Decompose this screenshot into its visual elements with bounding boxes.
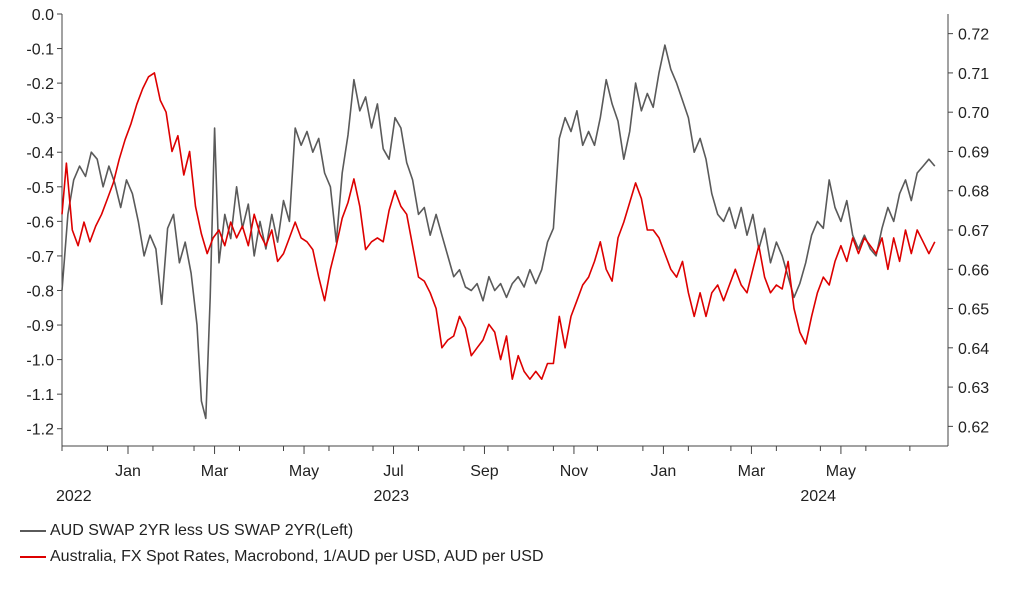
x-tick-label: May — [826, 463, 856, 480]
right-tick-label: 0.64 — [958, 341, 989, 358]
right-tick-label: 0.72 — [958, 27, 989, 44]
right-tick-label: 0.69 — [958, 144, 989, 161]
x-tick-label: Jan — [115, 463, 141, 480]
right-tick-label: 0.68 — [958, 184, 989, 201]
left-tick-label: -1.2 — [26, 422, 54, 439]
x-tick-label: Mar — [201, 463, 229, 480]
right-tick-label: 0.62 — [958, 419, 989, 436]
x-axis-ticks: Jan Mar May Jul Sep Nov Jan Mar May 2022 2023 2024 — [56, 446, 911, 505]
legend-label-swap-spread: AUD SWAP 2YR less US SWAP 2YR(Left) — [50, 522, 354, 539]
x-year-label: 2024 — [800, 488, 836, 505]
legend-item-swap-spread: AUD SWAP 2YR less US SWAP 2YR(Left) — [20, 518, 544, 544]
right-tick-label: 0.65 — [958, 302, 989, 319]
axes — [61, 14, 949, 447]
right-tick-label: 0.71 — [958, 66, 989, 83]
series — [61, 44, 936, 420]
x-tick-label: Jul — [383, 463, 403, 480]
x-year-label: 2023 — [374, 488, 410, 505]
series-line-fx-spot — [61, 72, 936, 380]
left-tick-label: -0.2 — [26, 76, 54, 93]
x-tick-label: May — [289, 463, 319, 480]
left-tick-label: -1.0 — [26, 353, 54, 370]
right-tick-label: 0.67 — [958, 223, 989, 240]
left-tick-label: -0.1 — [26, 42, 54, 59]
legend-swatch-swap-spread — [20, 530, 46, 532]
legend-swatch-fx-spot — [20, 556, 46, 558]
x-tick-label: Jan — [651, 463, 677, 480]
left-tick-label: -0.8 — [26, 283, 54, 300]
right-tick-label: 0.63 — [958, 380, 989, 397]
left-tick-label: -0.6 — [26, 214, 54, 231]
left-tick-label: -0.7 — [26, 249, 54, 266]
left-tick-label: -0.5 — [26, 180, 54, 197]
x-tick-label: Sep — [470, 463, 499, 480]
left-tick-label: 0.0 — [32, 7, 54, 24]
left-axis-ticks: 0.0 -0.1 -0.2 -0.3 -0.4 -0.5 -0.6 -0.7 -0.8 -0.9 -… — [26, 7, 62, 439]
right-axis-ticks: 0.72 0.71 0.70 0.69 0.68 0.67 0.66 0.65 0.64 0.63… — [948, 27, 989, 436]
left-tick-label: -0.4 — [26, 145, 54, 162]
x-tick-label: Mar — [738, 463, 766, 480]
series-line-swap-spread — [61, 44, 936, 420]
legend: AUD SWAP 2YR less US SWAP 2YR(Left) Aust… — [20, 518, 544, 570]
right-tick-label: 0.70 — [958, 105, 989, 122]
x-year-label: 2022 — [56, 488, 92, 505]
legend-label-fx-spot: Australia, FX Spot Rates, Macrobond, 1/A… — [50, 548, 544, 565]
legend-item-fx-spot: Australia, FX Spot Rates, Macrobond, 1/A… — [20, 544, 544, 570]
left-tick-label: -1.1 — [26, 387, 54, 404]
x-tick-label: Nov — [560, 463, 588, 480]
left-tick-label: -0.9 — [26, 318, 54, 335]
right-tick-label: 0.66 — [958, 262, 989, 279]
left-tick-label: -0.3 — [26, 111, 54, 128]
